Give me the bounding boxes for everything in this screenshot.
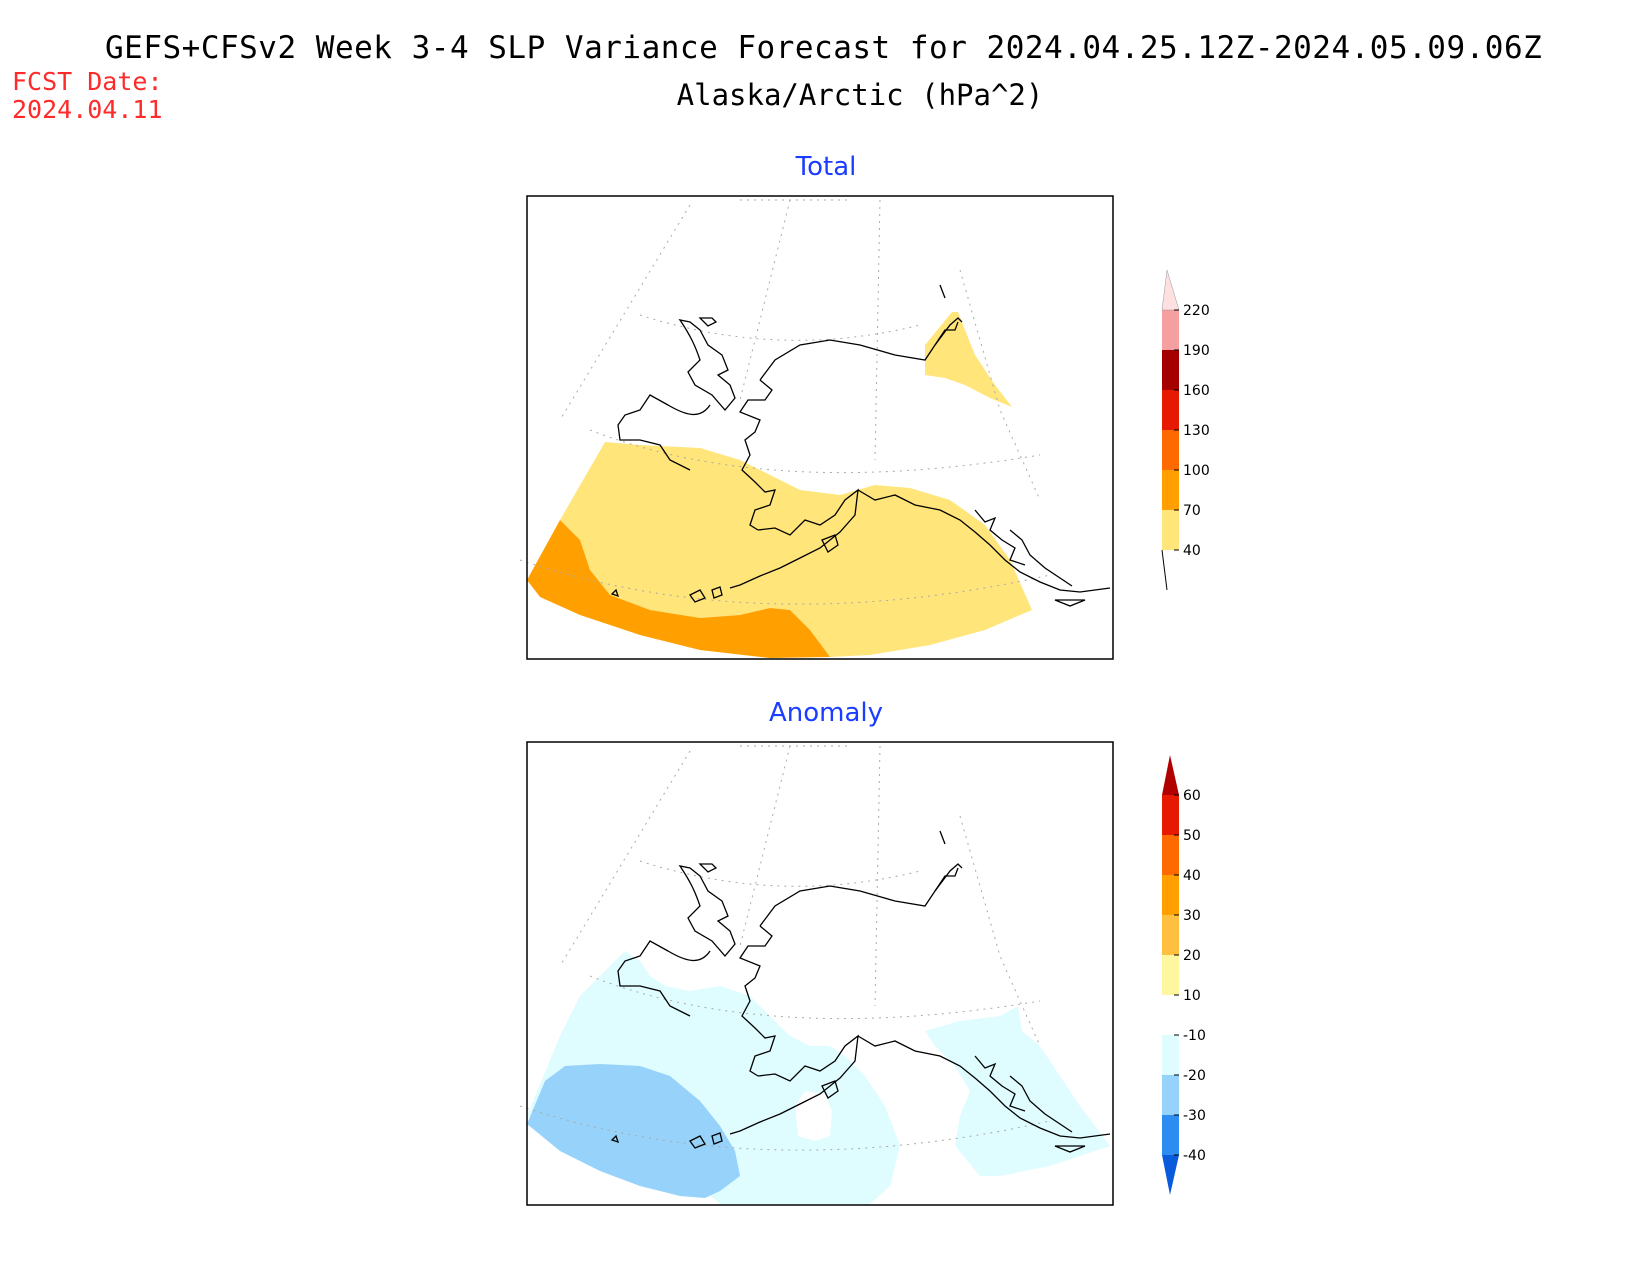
anomaly-colorbar-bottom-arrow	[1162, 1155, 1179, 1195]
total-colorbar-segment	[1162, 470, 1179, 510]
total-colorbar-segment	[1162, 510, 1179, 550]
anomaly-colorbar-segment	[1162, 795, 1179, 835]
anomaly-colorbar-segment	[1162, 1075, 1179, 1115]
fcst-date-block: FCST Date: 2024.04.11	[12, 68, 163, 124]
total-colorbar-label: 220	[1183, 303, 1210, 319]
total-colorbar-segment	[1162, 350, 1179, 390]
anomaly-colorbar-segment	[1162, 1115, 1179, 1155]
anomaly-colorbar-segment	[1162, 955, 1179, 995]
total-colorbar-segment	[1162, 310, 1179, 350]
anomaly-colorbar-label: 50	[1183, 828, 1201, 844]
anomaly-colorbar-label: 20	[1183, 948, 1201, 964]
anomaly-panel-title: Anomaly	[768, 698, 884, 728]
total-colorbar-label: 190	[1183, 343, 1210, 359]
anomaly-fill-light-west	[527, 951, 900, 1204]
total-colorbar-label: 40	[1183, 543, 1201, 559]
anomaly-colorbar-top-arrow	[1162, 755, 1179, 795]
main-title: GEFS+CFSv2 Week 3-4 SLP Variance Forecas…	[105, 30, 1543, 66]
anomaly-colorbar-label: 30	[1183, 908, 1201, 924]
total-map	[519, 195, 1114, 660]
total-colorbar: 40 70 100 130 160 190 220	[1161, 269, 1210, 591]
anomaly-colorbar-segment	[1162, 995, 1179, 1035]
anomaly-colorbar-segment	[1162, 835, 1179, 875]
anomaly-fill-light-east	[925, 1006, 1110, 1176]
subtitle: Alaska/Arctic (hPa^2)	[676, 78, 1044, 112]
fcst-label: FCST Date:	[12, 67, 163, 96]
anomaly-colorbar-segment	[1162, 1035, 1179, 1075]
total-fill-70-100	[527, 520, 830, 658]
total-fill-40-70-north	[925, 312, 1012, 407]
anomaly-colorbar-label: 10	[1183, 988, 1201, 1004]
total-colorbar-label: 130	[1183, 423, 1210, 439]
total-colorbar-label: 160	[1183, 383, 1210, 399]
total-colorbar-segment	[1162, 430, 1179, 470]
fcst-date: 2024.04.11	[12, 95, 163, 124]
total-colorbar-segment	[1162, 390, 1179, 430]
total-colorbar-label: 70	[1183, 503, 1201, 519]
total-map-frame	[526, 195, 1114, 660]
anomaly-colorbar-label: 60	[1183, 788, 1201, 804]
anomaly-colorbar-label: -40	[1183, 1148, 1206, 1164]
anomaly-colorbar-label: -20	[1183, 1068, 1206, 1084]
anomaly-map-frame	[526, 741, 1114, 1206]
total-colorbar-top-arrow	[1161, 269, 1180, 311]
total-panel-title: Total	[795, 152, 857, 182]
anomaly-colorbar: 60 50 40 30 20 10 -10 -20 -30 -40	[1162, 755, 1206, 1195]
anomaly-colorbar-label: -10	[1183, 1028, 1206, 1044]
anomaly-colorbar-label: -30	[1183, 1108, 1206, 1124]
total-colorbar-bottom-tail	[1161, 549, 1168, 591]
anomaly-colorbar-segment	[1162, 915, 1179, 955]
total-fill-40-70	[560, 442, 1032, 657]
anomaly-map	[519, 741, 1114, 1206]
total-colorbar-label: 100	[1183, 463, 1210, 479]
anomaly-colorbar-segment	[1162, 875, 1179, 915]
anomaly-colorbar-label: 40	[1183, 868, 1201, 884]
anomaly-fill-medium-blue	[527, 1064, 740, 1198]
